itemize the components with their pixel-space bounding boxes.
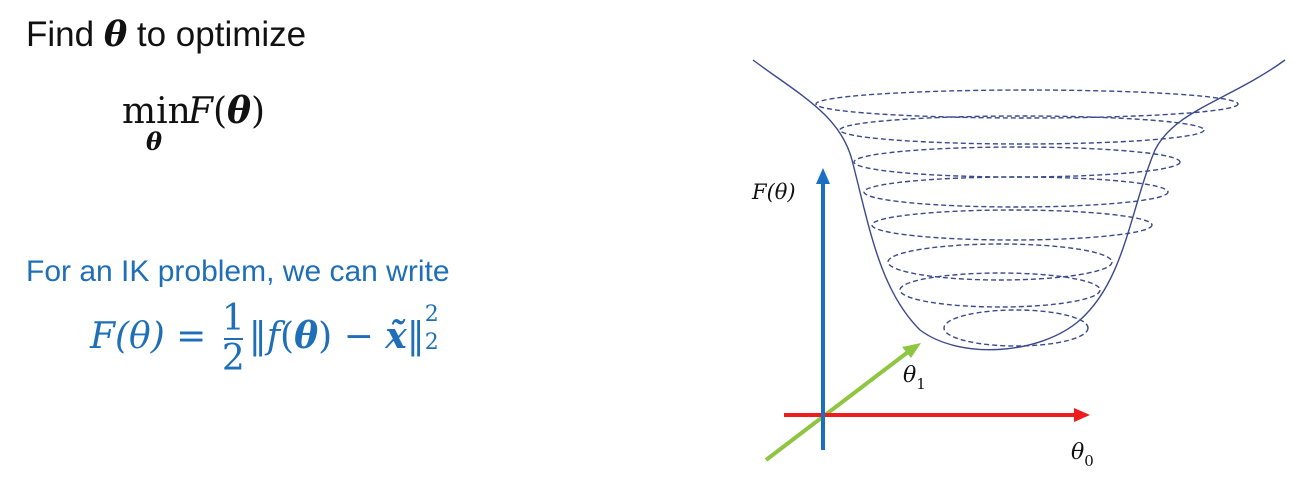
- norm-open: ‖: [248, 316, 267, 357]
- theta1-axis: [764, 350, 910, 462]
- objective-theta: θ: [227, 90, 252, 132]
- bowl-outline: [752, 59, 1286, 351]
- theta0-label: θ0: [1071, 440, 1094, 470]
- fraction-bar: [223, 338, 243, 340]
- theta0-arrowhead: [1074, 408, 1090, 422]
- theta0-subscript: 0: [1084, 452, 1094, 470]
- level-ellipse-2: [839, 115, 1205, 145]
- formula-fn-close: ) −: [318, 316, 374, 357]
- formula-fn-open: (: [280, 316, 295, 357]
- min-subscript: θ: [146, 127, 163, 156]
- level-ellipse-1: [815, 89, 1239, 119]
- heading: Find θ to optimize: [26, 14, 306, 55]
- formula-target: x̃: [385, 315, 407, 357]
- f-axis-label: F(θ): [751, 180, 796, 204]
- objective-function: F: [188, 91, 213, 132]
- level-ellipse-4: [863, 176, 1169, 208]
- objective-open-paren: (: [212, 91, 228, 132]
- norm-superscript: 2: [424, 302, 439, 327]
- level-ellipse-7: [899, 272, 1101, 308]
- norm-close: ‖: [406, 316, 425, 357]
- theta1-symbol: θ: [903, 363, 916, 388]
- min-text: min: [122, 91, 191, 132]
- theta1-arrowhead: [902, 343, 921, 358]
- heading-suffix: to optimize: [127, 15, 307, 54]
- theta0-symbol: θ: [1071, 440, 1084, 465]
- fraction-denominator: 2: [221, 338, 245, 379]
- ik-note: For an IK problem, we can write: [26, 255, 450, 288]
- level-ellipse-6: [887, 243, 1113, 281]
- ik-formula: F(θ) = 1 2 ‖f(θ) − x̃‖ 2 2: [90, 300, 439, 378]
- objective-expression: min θ F(θ): [122, 90, 266, 156]
- level-ellipse-8: [943, 309, 1089, 347]
- formula-theta: θ: [294, 315, 319, 357]
- theta1-subscript: 1: [916, 375, 926, 393]
- theta1-label: θ1: [903, 363, 926, 393]
- half-fraction: 1 2: [222, 300, 245, 378]
- norm-close-group: ‖ 2 2: [406, 302, 439, 357]
- theta-symbol: θ: [103, 14, 128, 55]
- formula-lhs: F(θ) =: [90, 316, 207, 357]
- f-axis-arrowhead: [816, 168, 830, 184]
- heading-prefix: Find: [26, 15, 104, 54]
- objective-close-paren: ): [251, 91, 266, 132]
- formula-fn: f: [266, 316, 281, 357]
- norm-subscript: 2: [424, 330, 439, 355]
- min-operator: min θ: [122, 91, 191, 156]
- level-ellipse-3: [853, 146, 1181, 178]
- level-ellipse-5: [871, 209, 1153, 241]
- fraction-numerator: 1: [221, 298, 245, 339]
